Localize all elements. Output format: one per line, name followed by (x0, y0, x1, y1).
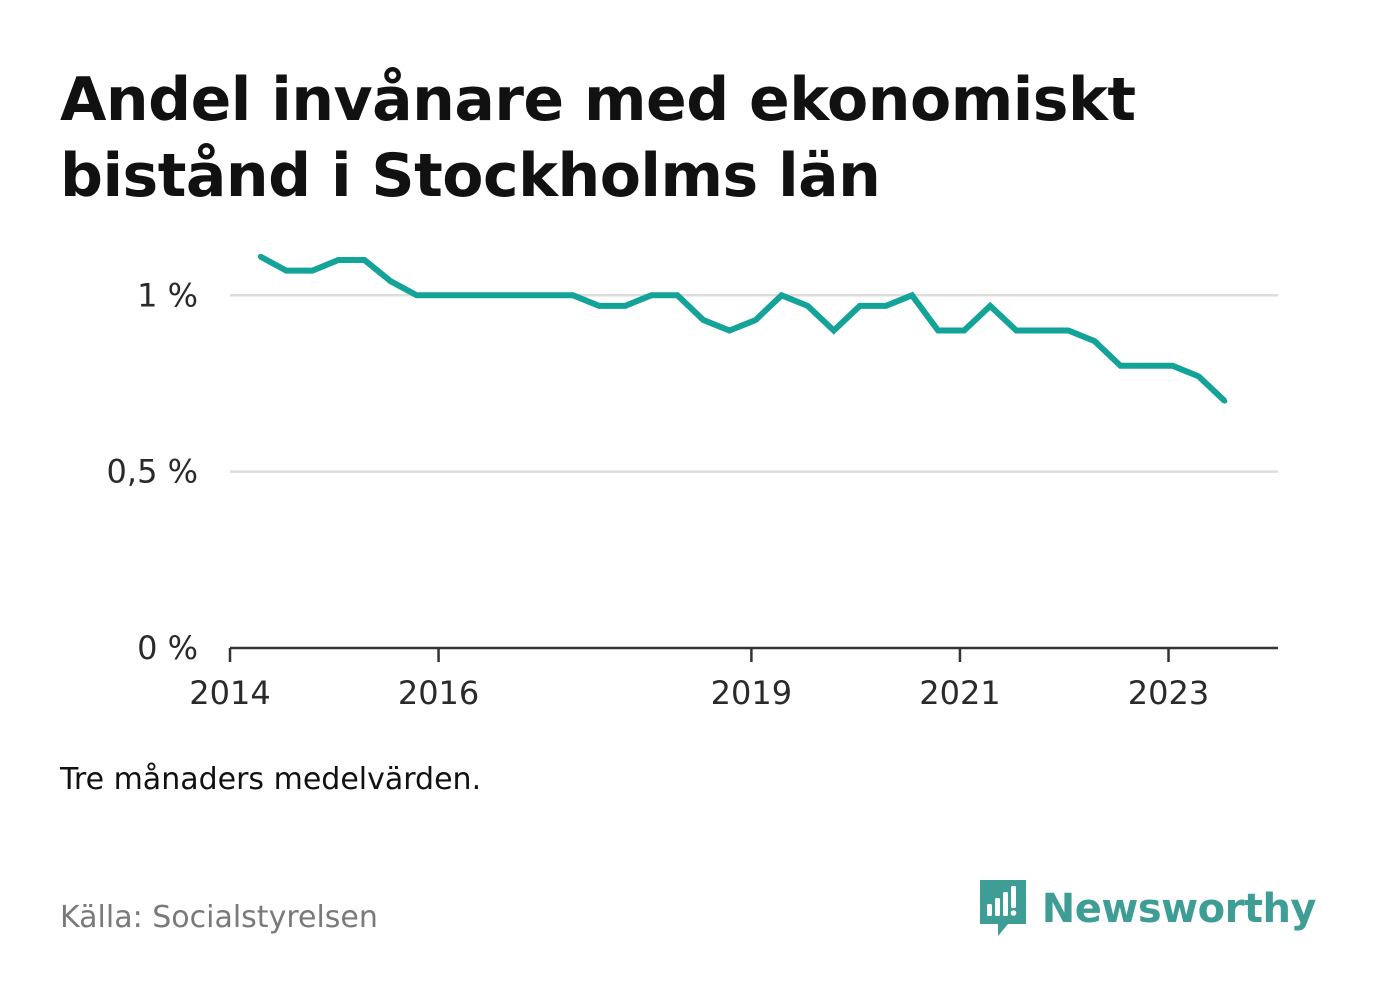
data-point (857, 303, 863, 309)
brand-name: Newsworthy (1041, 886, 1317, 932)
data-point (440, 292, 446, 298)
data-point (935, 328, 941, 334)
data-point (309, 268, 315, 274)
newsworthy-brand[interactable]: Newsworthy (978, 878, 1317, 940)
data-point (1170, 363, 1176, 369)
data-point (700, 317, 706, 323)
data-point (674, 292, 680, 298)
data-point (596, 303, 602, 309)
y-tick-label: 0 % (137, 629, 198, 667)
gridlines (230, 294, 1278, 473)
data-point (283, 268, 289, 274)
data-point (257, 253, 263, 259)
y-tick-label: 1 % (137, 276, 198, 314)
data-point (1039, 328, 1045, 334)
data-point (1091, 338, 1097, 344)
data-point (1065, 328, 1071, 334)
data-point (362, 257, 368, 263)
series-layer (257, 253, 1228, 404)
data-point (909, 292, 915, 298)
data-point (1222, 398, 1228, 404)
data-point (466, 292, 472, 298)
y-axis-labels: 0 % 0,5 % 1 % (107, 276, 198, 667)
chart-title: Andel invånare med ekonomiskt bistånd i … (60, 65, 1136, 211)
data-point (1144, 363, 1150, 369)
x-tick-label: 2019 (711, 674, 792, 712)
data-point (518, 292, 524, 298)
data-point (388, 278, 394, 284)
data-point (779, 292, 785, 298)
data-point (1013, 328, 1019, 334)
y-tick-label: 0,5 % (107, 453, 198, 491)
data-point (753, 317, 759, 323)
data-point (987, 303, 993, 309)
data-point (726, 328, 732, 334)
source-credit: Källa: Socialstyrelsen (60, 900, 378, 935)
data-point (335, 257, 341, 263)
data-point (831, 328, 837, 334)
x-tick-label: 2023 (1128, 674, 1209, 712)
x-tick-label: 2016 (398, 674, 479, 712)
data-point (648, 292, 654, 298)
data-point (622, 303, 628, 309)
data-point (1196, 373, 1202, 379)
data-point (570, 292, 576, 298)
data-point (961, 328, 967, 334)
x-axis (228, 646, 1278, 662)
x-tick-label: 2014 (189, 674, 270, 712)
bar-chart-speech-bubble-icon (979, 880, 1026, 936)
line-chart: 0 % 0,5 % 1 % 2014 2016 2019 2021 2023 (107, 253, 1278, 712)
chart-note: Tre månaders medelvärden. (60, 762, 482, 797)
x-tick-label: 2021 (919, 674, 1000, 712)
data-point (414, 292, 420, 298)
data-point (1118, 363, 1124, 369)
data-point (544, 292, 550, 298)
data-point (883, 303, 889, 309)
x-axis-labels: 2014 2016 2019 2021 2023 (189, 674, 1209, 712)
data-point (492, 292, 498, 298)
series-line-0 (258, 253, 1227, 404)
data-point (805, 303, 811, 309)
